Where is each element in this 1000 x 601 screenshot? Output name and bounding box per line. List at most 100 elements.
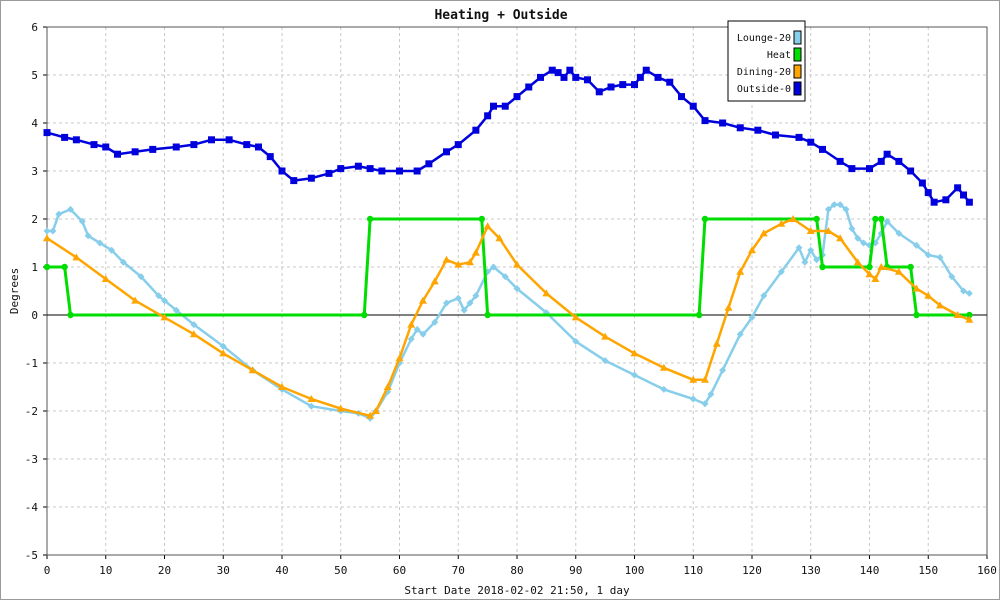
data-point [953,311,962,318]
data-point [43,129,51,137]
data-point [965,315,974,323]
data-point [572,73,580,81]
data-point [484,311,491,319]
legend-label: Dining-20 [737,67,791,78]
data-point [666,78,674,86]
data-point [572,337,580,345]
data-point [824,227,833,234]
legend-label: Lounge-20 [737,33,791,44]
series-outside-0 [43,66,973,206]
data-point [883,150,891,158]
data-point [842,205,850,213]
data-point [924,291,933,299]
data-point [701,400,709,408]
data-point [912,284,921,292]
data-point [895,157,903,165]
data-point [102,143,110,151]
data-point [43,227,51,235]
data-point [807,138,815,146]
data-point [155,292,163,300]
x-tick-label: 90 [569,564,582,577]
data-point [566,66,574,74]
x-axis-label: Start Date 2018-02-02 21:50, 1 day [404,584,630,597]
data-point [571,313,580,321]
data-point [372,407,380,414]
data-point [454,294,462,302]
data-point [701,375,709,383]
data-point [419,296,427,304]
x-tick-label: 60 [393,564,406,577]
data-point [513,285,521,293]
data-point [907,263,914,271]
data-point [354,162,362,170]
data-point [119,258,127,266]
data-point [936,301,944,309]
data-point [965,289,973,297]
data-point [266,153,274,161]
x-tick-label: 80 [510,564,523,577]
data-point [777,268,785,276]
data-point [848,165,856,173]
data-point [966,311,973,319]
data-point [736,124,744,132]
data-point [471,248,480,256]
data-point [255,143,262,151]
data-point [478,215,485,223]
data-point [954,184,962,192]
data-point [483,222,492,230]
data-point [466,299,474,307]
data-point [801,258,809,266]
data-point [777,219,786,227]
data-point [819,263,826,271]
data-point [936,253,944,261]
data-point [607,83,615,91]
axes: 0 10 20 30 40 50 60 70 80 90 100 110 120 130 140 150 160… [25,21,997,577]
data-point [61,263,68,271]
data-point [90,141,98,149]
data-point [759,229,768,237]
y-tick-label: -4 [25,501,39,514]
data-point [278,383,286,390]
x-tick-label: 10 [99,564,112,577]
data-point [807,246,815,254]
data-point [431,318,439,326]
data-point [61,133,69,141]
data-point [678,93,685,101]
data-point [413,325,421,333]
data-point [913,241,920,249]
series-line [46,217,970,418]
data-point [243,141,251,149]
data-point [789,215,798,222]
data-point [513,93,521,101]
x-tick-label: 100 [625,564,645,577]
data-point [419,330,427,338]
data-point [865,270,874,278]
data-point [948,273,956,281]
data-point [965,198,973,206]
data-point [137,273,145,281]
x-tick-label: 40 [275,564,288,577]
data-point [806,227,815,234]
data-point [43,234,51,242]
data-point [595,88,603,96]
data-point [490,102,497,110]
data-point [689,375,698,383]
data-point [49,227,57,235]
data-point [325,169,333,177]
data-point [442,255,451,263]
data-point [894,267,903,275]
data-point [819,145,826,153]
data-point [631,81,638,89]
series-line [47,217,970,317]
data-point [754,126,762,134]
series-dining-20 [43,215,974,419]
data-point [101,275,110,282]
data-point [383,383,392,390]
data-point [960,287,967,295]
data-point [866,165,873,173]
data-point [795,133,803,141]
data-point [853,258,862,266]
data-point [601,332,610,340]
data-point [366,411,375,419]
